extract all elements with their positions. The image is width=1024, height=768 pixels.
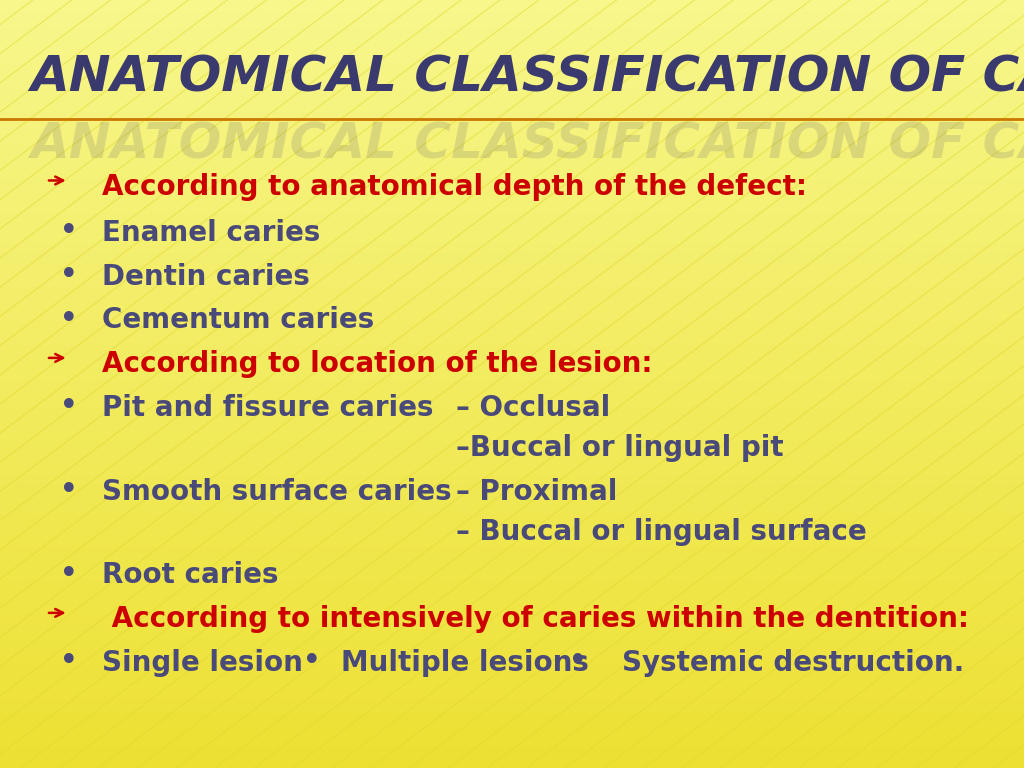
Text: •: • xyxy=(59,303,79,336)
Text: –Buccal or lingual pit: –Buccal or lingual pit xyxy=(456,434,783,462)
Text: •: • xyxy=(59,474,79,507)
Text: According to intensively of caries within the dentition:: According to intensively of caries withi… xyxy=(102,605,970,633)
Text: ANATOMICAL CLASSIFICATION OF CARIES: ANATOMICAL CLASSIFICATION OF CARIES xyxy=(31,54,1024,102)
Text: •: • xyxy=(302,645,322,678)
Text: •: • xyxy=(59,558,79,591)
Text: Multiple lesions: Multiple lesions xyxy=(341,649,589,677)
Text: •: • xyxy=(568,645,588,678)
Text: According to anatomical depth of the defect:: According to anatomical depth of the def… xyxy=(102,173,807,200)
Text: •: • xyxy=(59,215,79,248)
Text: •: • xyxy=(59,259,79,292)
Text: – Occlusal: – Occlusal xyxy=(456,394,610,422)
Text: •: • xyxy=(59,390,79,423)
Text: Pit and fissure caries: Pit and fissure caries xyxy=(102,394,434,422)
Text: •: • xyxy=(59,645,79,678)
Text: Dentin caries: Dentin caries xyxy=(102,263,310,290)
Text: Systemic destruction.: Systemic destruction. xyxy=(622,649,964,677)
Text: Root caries: Root caries xyxy=(102,561,279,589)
Text: Smooth surface caries: Smooth surface caries xyxy=(102,478,452,505)
Text: According to location of the lesion:: According to location of the lesion: xyxy=(102,350,653,378)
Text: – Proximal: – Proximal xyxy=(456,478,617,505)
Text: ANATOMICAL CLASSIFICATION OF CARIES: ANATOMICAL CLASSIFICATION OF CARIES xyxy=(31,121,1024,169)
Text: Single lesion: Single lesion xyxy=(102,649,303,677)
Text: – Buccal or lingual surface: – Buccal or lingual surface xyxy=(456,518,866,545)
Text: Cementum caries: Cementum caries xyxy=(102,306,375,334)
Text: Enamel caries: Enamel caries xyxy=(102,219,321,247)
